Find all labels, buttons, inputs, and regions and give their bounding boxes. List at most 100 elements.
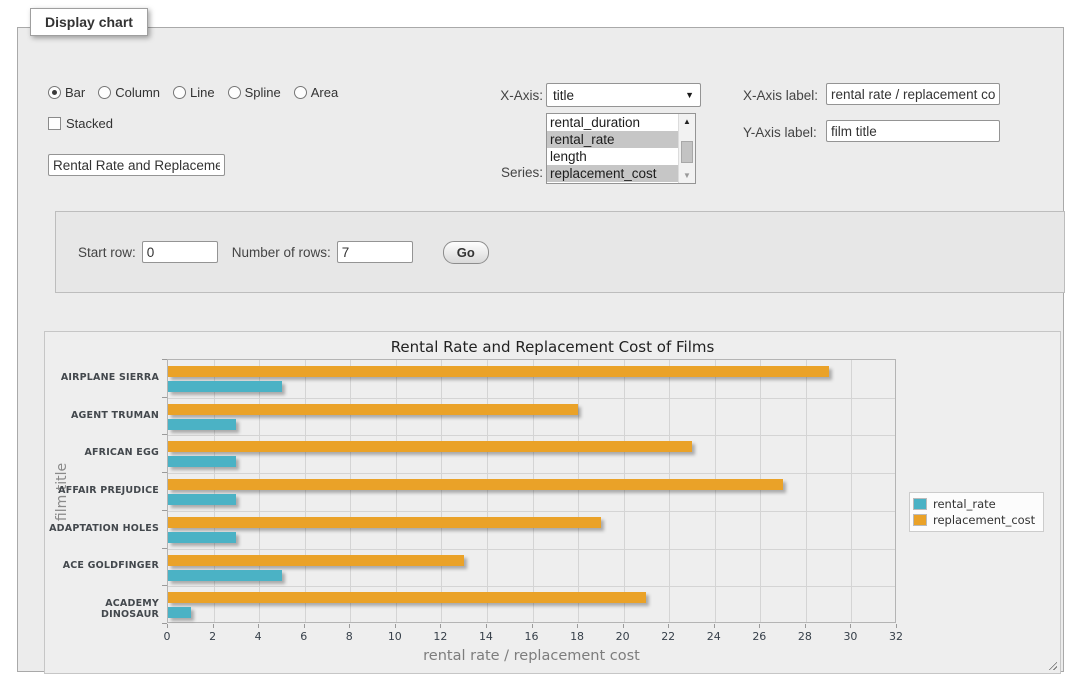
gridline [259,360,260,622]
x-tick-mark [759,624,760,628]
x-axis-select[interactable]: title ▼ [546,83,701,107]
series-option-rental_duration[interactable]: rental_duration [547,114,678,131]
gridline [168,435,895,436]
bar-rental_rate [168,419,236,430]
series-list-label: Series: [458,165,543,180]
bar-rental_rate [168,494,236,505]
x-tick-label: 10 [375,630,415,643]
bar-rental_rate [168,607,191,618]
radio-label: Area [311,85,338,100]
y-tick-mark [162,548,167,549]
radio-icon[interactable] [173,86,186,99]
category-label: AIRPLANE SIERRA [45,372,159,383]
x-tick-label: 8 [329,630,369,643]
chart-type-option-area[interactable]: Area [294,85,338,100]
gridline [487,360,488,622]
y-axis-label-label: Y-Axis label: [743,125,823,140]
chart-title-input[interactable] [48,154,225,176]
y-tick-mark [162,585,167,586]
gridline [168,398,895,399]
category-label: ACE GOLDFINGER [45,560,159,571]
x-axis-label-label: X-Axis label: [743,88,823,103]
radio-icon[interactable] [48,86,61,99]
series-option-rental_rate[interactable]: rental_rate [547,131,678,148]
x-tick-label: 0 [147,630,187,643]
go-button[interactable]: Go [443,241,489,264]
series-scrollbar[interactable]: ▲ ▼ [678,114,695,183]
x-tick-mark [213,624,214,628]
y-tick-mark [162,510,167,511]
start-row-label: Start row: [78,245,136,260]
legend-label: rental_rate [933,497,996,511]
gridline [396,360,397,622]
x-tick-mark [714,624,715,628]
legend-entry-replacement_cost: replacement_cost [913,512,1035,528]
x-tick-mark [349,624,350,628]
bar-rental_rate [168,532,236,543]
x-tick-label: 20 [603,630,643,643]
radio-label: Bar [65,85,85,100]
x-tick-mark [805,624,806,628]
x-tick-mark [532,624,533,628]
bar-replacement_cost [168,555,464,566]
x-tick-label: 16 [512,630,552,643]
num-rows-label: Number of rows: [232,245,331,260]
gridline [806,360,807,622]
bar-rental_rate [168,381,282,392]
x-tick-mark [850,624,851,628]
x-tick-label: 12 [420,630,460,643]
series-options: rental_durationrental_ratelengthreplacem… [547,114,678,183]
gridline [168,473,895,474]
num-rows-input[interactable] [337,241,413,263]
chart-title: Rental Rate and Replacement Cost of Film… [45,338,1060,356]
radio-icon[interactable] [294,86,307,99]
x-tick-label: 4 [238,630,278,643]
scroll-down-icon[interactable]: ▼ [679,168,695,183]
radio-icon[interactable] [98,86,111,99]
x-tick-mark [623,624,624,628]
gridline [168,586,895,587]
category-label: ACADEMY DINOSAUR [45,598,159,620]
series-listbox[interactable]: rental_durationrental_ratelengthreplacem… [546,113,696,184]
category-label: AFRICAN EGG [45,447,159,458]
y-tick-mark [162,434,167,435]
chart-type-option-column[interactable]: Column [98,85,160,100]
gridline [715,360,716,622]
start-row-input[interactable] [142,241,218,263]
panel-title: Display chart [30,8,148,36]
bar-replacement_cost [168,479,783,490]
x-tick-mark [577,624,578,628]
bar-replacement_cost [168,592,646,603]
legend-swatch-icon [913,514,927,526]
resize-handle-icon[interactable] [1046,659,1057,670]
x-axis-title: rental rate / replacement cost [167,648,896,664]
x-tick-mark [258,624,259,628]
stacked-checkbox[interactable] [48,117,61,130]
x-axis-label-input[interactable] [826,83,1000,105]
series-option-replacement_cost[interactable]: replacement_cost [547,165,678,182]
chart-type-option-spline[interactable]: Spline [228,85,281,100]
scroll-up-icon[interactable]: ▲ [679,114,695,129]
chart-type-option-bar[interactable]: Bar [48,85,85,100]
series-option-length[interactable]: length [547,148,678,165]
scrollbar-thumb[interactable] [681,141,693,163]
category-label: AFFAIR PREJUDICE [45,485,159,496]
gridline [214,360,215,622]
stacked-checkbox-row[interactable]: Stacked [48,116,113,131]
bar-replacement_cost [168,441,692,452]
chart-container: Rental Rate and Replacement Cost of Film… [44,331,1061,674]
y-axis-label-input[interactable] [826,120,1000,142]
x-tick-label: 24 [694,630,734,643]
legend-swatch-icon [913,498,927,510]
legend-label: replacement_cost [933,513,1035,527]
display-chart-panel: BarColumnLineSplineArea Stacked X-Axis: … [17,27,1064,672]
bar-rental_rate [168,570,282,581]
chart-legend: rental_rate replacement_cost [909,492,1044,532]
chart-type-option-line[interactable]: Line [173,85,215,100]
stacked-label: Stacked [66,116,113,131]
radio-label: Column [115,85,160,100]
gridline [760,360,761,622]
gridline [533,360,534,622]
radio-icon[interactable] [228,86,241,99]
x-tick-mark [668,624,669,628]
